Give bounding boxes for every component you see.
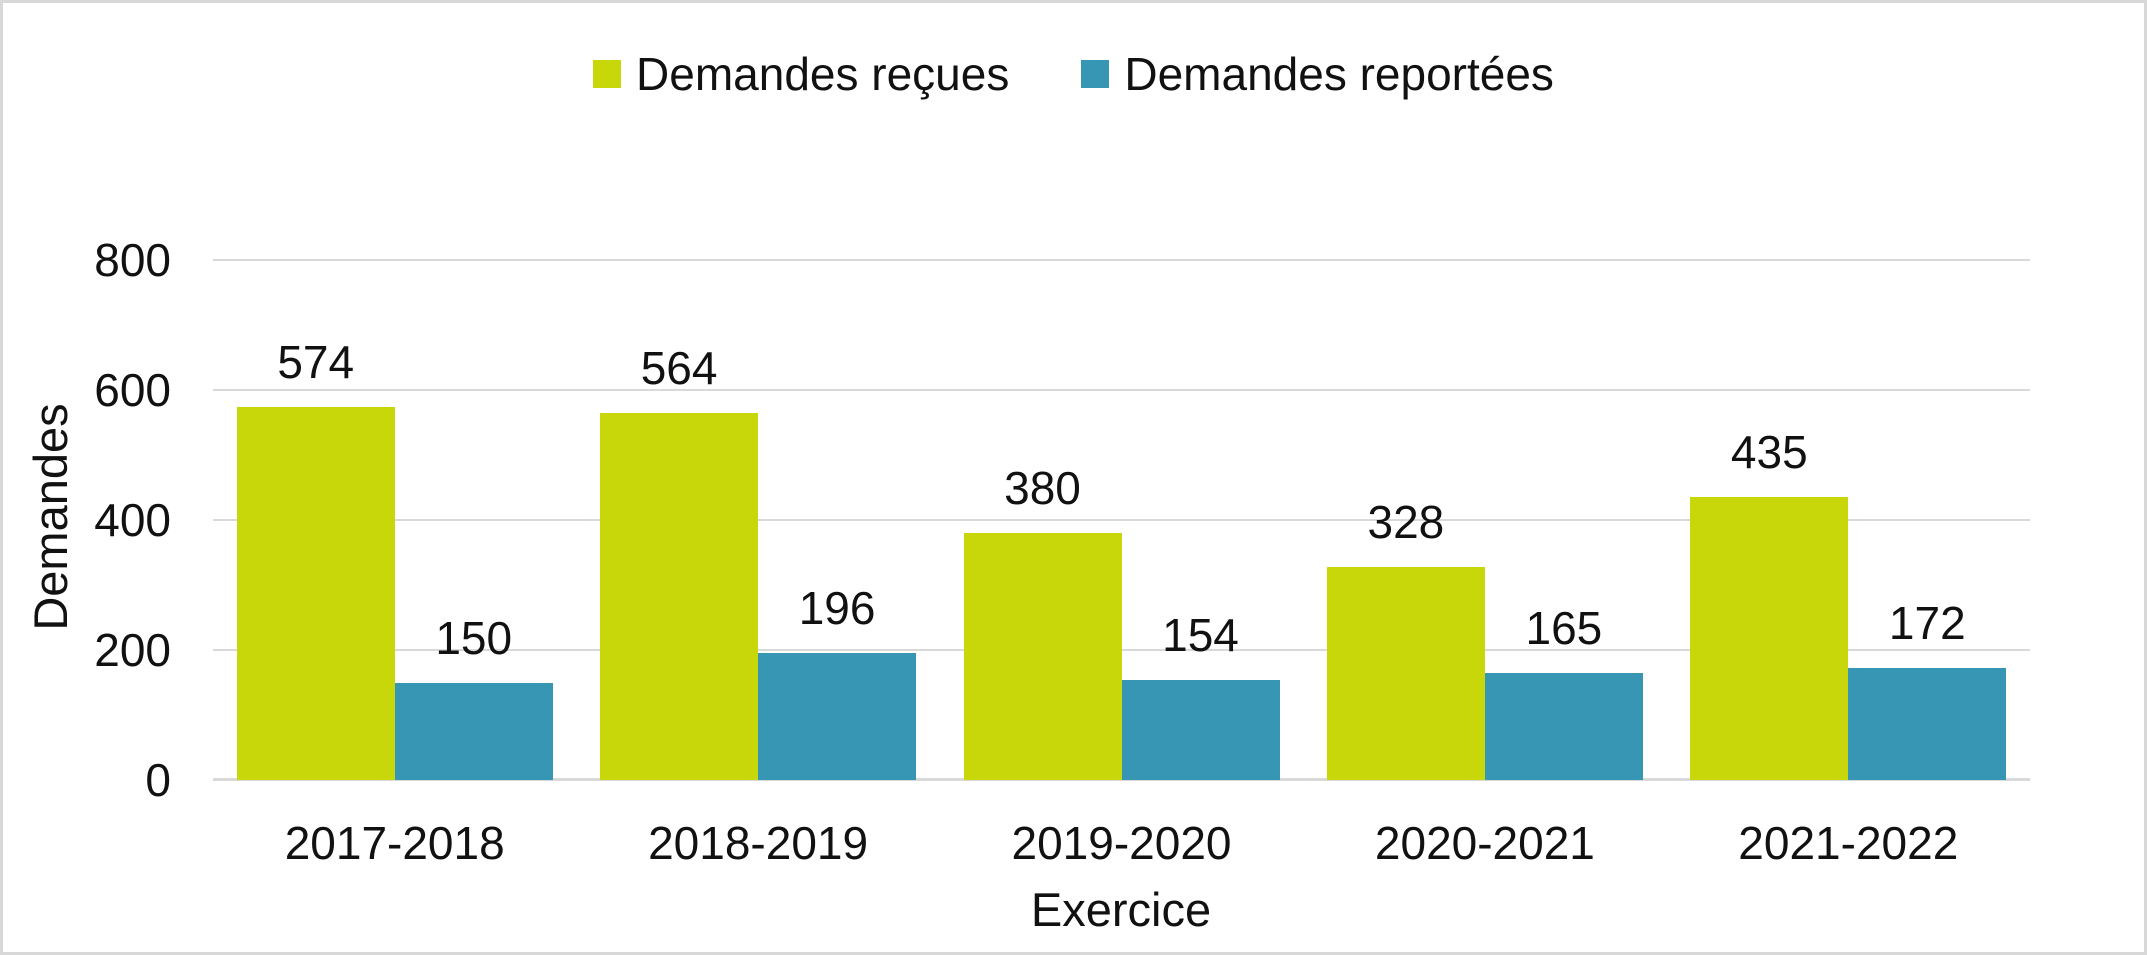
bar: [758, 652, 917, 780]
bar: [1326, 566, 1485, 780]
bar: [394, 682, 553, 780]
y-tick-label: 800: [94, 234, 171, 286]
bar: [1484, 672, 1643, 780]
bar-value-label: 574: [277, 335, 355, 388]
legend-label: Demandes reportées: [1124, 48, 1554, 100]
y-tick-label: 0: [145, 754, 171, 806]
bar-value-label: 150: [435, 611, 513, 664]
bar-value-label: 380: [1004, 462, 1081, 514]
x-axis-title: Exercice: [1030, 883, 1212, 936]
x-tick-label: 2021-2022: [1738, 817, 1959, 869]
bar-value-label: 328: [1367, 495, 1445, 548]
legend-swatch-icon: [1081, 60, 1110, 88]
y-tick-label: 400: [94, 494, 171, 546]
legend-item-demandes-recues: Demandes reçues: [593, 47, 1009, 101]
gridline: [213, 389, 2030, 391]
bar-value-label: 435: [1730, 426, 1808, 479]
x-tick-label: 2019-2020: [1011, 817, 1232, 869]
bar-value-label: 154: [1162, 608, 1239, 661]
bar: [1121, 679, 1280, 780]
bar: [600, 413, 759, 780]
bar: [1690, 497, 1849, 780]
x-tick-label: 2018-2019: [648, 817, 869, 869]
legend-item-demandes-reportees: Demandes reportées: [1081, 47, 1554, 101]
gridline: [213, 519, 2030, 521]
x-tick-label: 2020-2021: [1374, 817, 1595, 869]
gridline: [213, 649, 2030, 651]
bar-value-label: 564: [640, 342, 718, 395]
bar-value-label: 165: [1525, 601, 1603, 654]
bar: [1848, 668, 2007, 780]
legend-swatch-icon: [593, 60, 622, 88]
bar: [963, 533, 1122, 780]
legend-label: Demandes reçues: [636, 48, 1010, 100]
x-tick-label: 2017-2018: [284, 817, 505, 869]
y-tick-label: 200: [94, 624, 171, 676]
gridline: [213, 259, 2030, 261]
chart-legend: Demandes reçues Demandes reportées: [3, 47, 2144, 101]
y-tick-label: 600: [94, 364, 171, 416]
bar-value-label: 172: [1888, 597, 1966, 650]
plot-area: 574 150 564 196 380 154 328 165 435 172: [213, 259, 2030, 781]
bar: [236, 406, 395, 780]
bar-value-label: 196: [798, 581, 876, 634]
